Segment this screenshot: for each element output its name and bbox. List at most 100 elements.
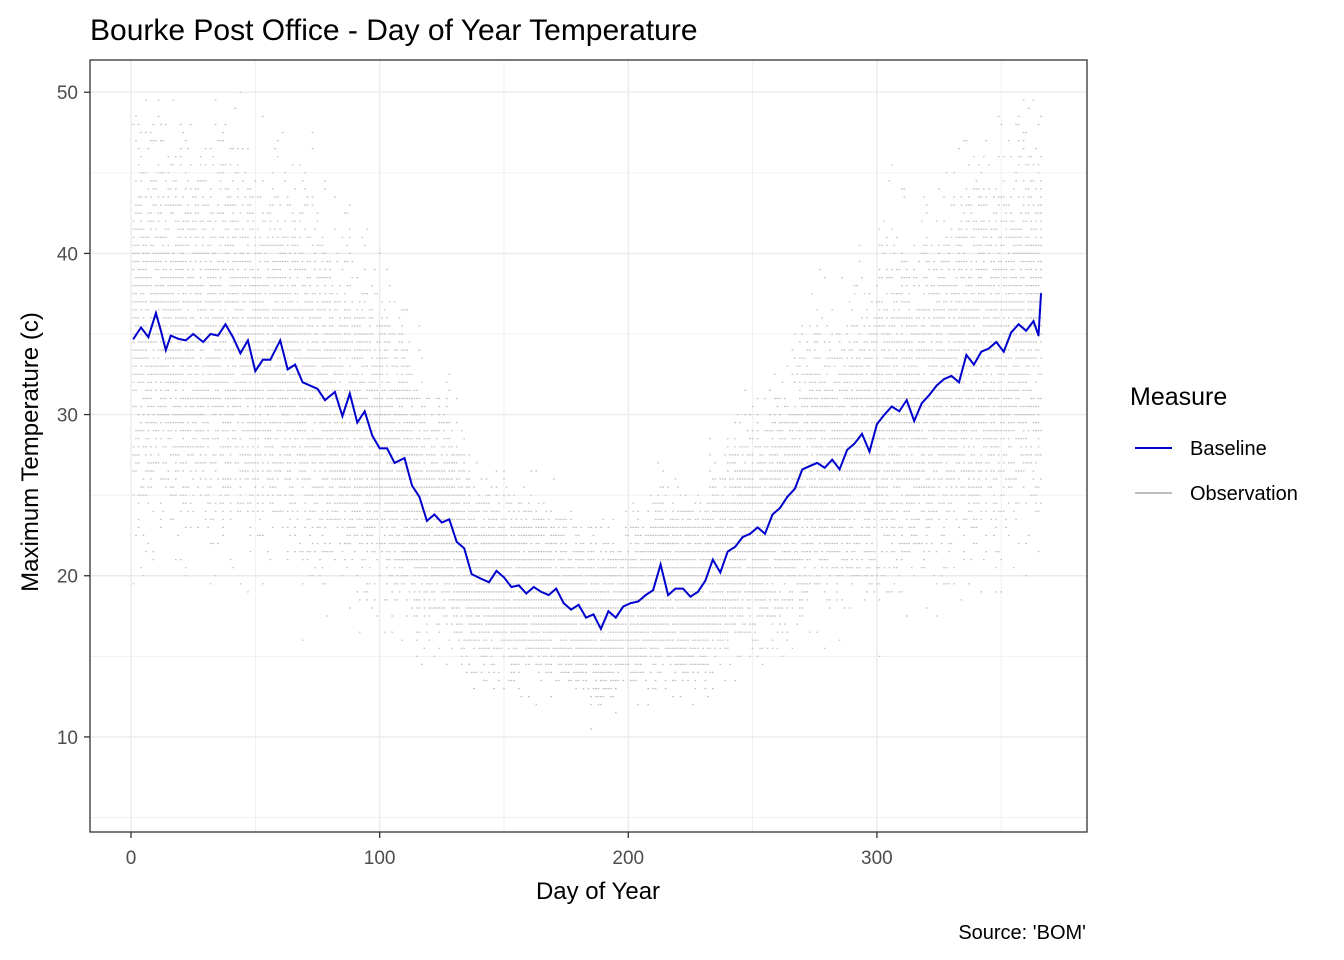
baseline-point bbox=[411, 484, 413, 487]
observation-dots bbox=[132, 91, 1042, 730]
baseline-point bbox=[418, 495, 421, 498]
baseline-point bbox=[883, 413, 886, 416]
baseline-point bbox=[793, 487, 796, 490]
baseline-point bbox=[495, 570, 498, 572]
y-tick-label: 30 bbox=[57, 406, 78, 427]
baseline-point bbox=[510, 586, 513, 588]
x-tick-label: 100 bbox=[364, 848, 396, 869]
baseline-point bbox=[488, 581, 490, 584]
x-tick-label: 200 bbox=[612, 848, 644, 869]
baseline-point bbox=[831, 458, 834, 461]
baseline-point bbox=[140, 326, 142, 329]
baseline-point bbox=[540, 590, 543, 593]
baseline-point bbox=[254, 370, 257, 372]
baseline-point bbox=[378, 447, 381, 450]
baseline-point bbox=[965, 354, 968, 356]
baseline-series-line bbox=[132, 293, 1042, 632]
baseline-point bbox=[741, 536, 744, 538]
legend: Measure Baseline Observation bbox=[1130, 383, 1298, 505]
baseline-point bbox=[771, 513, 774, 516]
baseline-point bbox=[786, 495, 789, 498]
baseline-point bbox=[890, 405, 893, 408]
baseline-point bbox=[433, 513, 436, 516]
baseline-point bbox=[950, 374, 953, 377]
baseline-point bbox=[987, 347, 990, 350]
chart-caption: Source: 'BOM' bbox=[958, 922, 1086, 944]
baseline-point bbox=[164, 349, 167, 352]
baseline-point bbox=[808, 465, 811, 468]
legend-title: Measure bbox=[1130, 383, 1227, 411]
baseline-point bbox=[393, 462, 396, 464]
baseline-point bbox=[356, 421, 359, 424]
chart-title: Bourke Post Office - Day of Year Tempera… bbox=[90, 14, 698, 47]
baseline-point bbox=[217, 334, 219, 337]
y-tick-label: 10 bbox=[57, 728, 78, 749]
baseline-point bbox=[913, 420, 916, 422]
y-tick-label: 50 bbox=[57, 83, 78, 104]
baseline-point bbox=[614, 616, 617, 619]
baseline-point bbox=[637, 600, 640, 603]
baseline-point bbox=[980, 350, 983, 353]
x-tick-label: 300 bbox=[861, 848, 893, 869]
minor-grid bbox=[90, 60, 1087, 832]
baseline-point bbox=[224, 323, 227, 326]
baseline-point bbox=[269, 358, 272, 361]
baseline-point bbox=[861, 433, 863, 435]
baseline-point bbox=[689, 595, 692, 598]
x-tick-label: 0 bbox=[126, 848, 137, 869]
baseline-point bbox=[779, 507, 781, 509]
baseline-point bbox=[386, 447, 389, 450]
baseline-point bbox=[1025, 329, 1027, 332]
legend-label-baseline: Baseline bbox=[1190, 438, 1267, 460]
baseline-point bbox=[659, 563, 662, 566]
baseline-point bbox=[622, 605, 625, 608]
baseline-point bbox=[838, 468, 841, 471]
baseline-point bbox=[972, 363, 975, 366]
baseline-point bbox=[958, 381, 960, 384]
baseline-point bbox=[455, 540, 458, 543]
baseline-point bbox=[403, 457, 406, 459]
baseline-point bbox=[644, 594, 647, 596]
panel-border bbox=[89, 59, 1088, 833]
baseline-point bbox=[570, 608, 572, 611]
baseline-point bbox=[147, 336, 150, 339]
baseline-point bbox=[279, 339, 282, 342]
baseline-point bbox=[301, 381, 304, 384]
baseline-point bbox=[726, 550, 729, 553]
baseline-point bbox=[846, 449, 848, 451]
baseline-point bbox=[696, 590, 699, 593]
baseline-point bbox=[674, 587, 677, 590]
baseline-point bbox=[448, 518, 451, 521]
baseline-point bbox=[682, 587, 684, 590]
baseline-point bbox=[555, 587, 558, 590]
baseline-point bbox=[734, 545, 737, 548]
baseline-point bbox=[935, 384, 938, 387]
baseline-point bbox=[719, 571, 722, 574]
baseline-point bbox=[209, 333, 212, 335]
baseline-point bbox=[463, 547, 466, 550]
baseline-point bbox=[440, 521, 443, 524]
baseline-point bbox=[816, 462, 819, 464]
baseline-point bbox=[348, 392, 351, 395]
y-axis-ticks: 10 20 30 40 50 bbox=[57, 83, 90, 749]
baseline-point bbox=[316, 387, 319, 390]
baseline-point bbox=[995, 341, 998, 343]
baseline-point bbox=[532, 586, 535, 588]
baseline-point bbox=[202, 341, 205, 343]
baseline-point bbox=[1040, 292, 1042, 295]
baseline-point bbox=[1017, 323, 1020, 326]
baseline-point bbox=[525, 592, 528, 595]
baseline-point bbox=[592, 613, 595, 616]
baseline-point bbox=[607, 610, 610, 613]
baseline-point bbox=[577, 603, 580, 606]
observation-points bbox=[132, 91, 1042, 730]
x-axis-title: Day of Year bbox=[536, 878, 660, 905]
baseline-point bbox=[562, 602, 565, 605]
baseline-point bbox=[177, 337, 180, 340]
baseline-point bbox=[363, 410, 366, 413]
baseline-point bbox=[928, 394, 931, 397]
baseline-point bbox=[294, 363, 297, 366]
baseline-point bbox=[652, 589, 655, 592]
baseline-point bbox=[868, 450, 871, 453]
